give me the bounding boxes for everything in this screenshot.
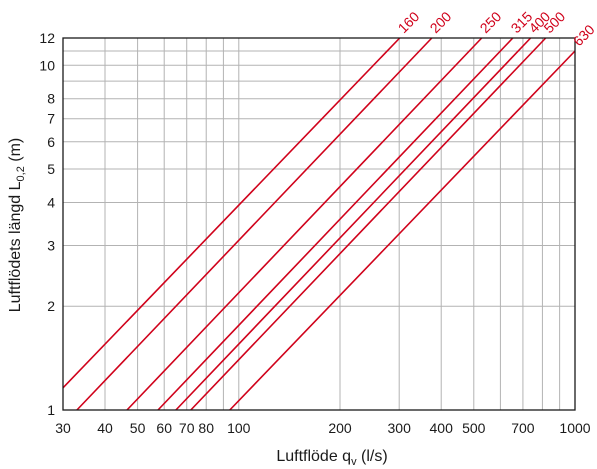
series-lines: [62, 37, 576, 411]
x-tick-label: 40: [97, 420, 113, 436]
series-line-400: [175, 37, 532, 411]
series-line-500: [190, 37, 547, 411]
series-line-315: [157, 37, 514, 411]
series-label-200: 200: [427, 8, 455, 36]
y-tick-label: 10: [39, 57, 55, 73]
series-line-160: [62, 37, 401, 389]
y-tick-label: 2: [47, 298, 55, 314]
y-tick-label: 7: [47, 111, 55, 127]
x-tick-labels: 30 40 50 60 70 80 100 200 300 400 500 700 1000: [55, 420, 591, 436]
x-tick-label: 1000: [559, 420, 590, 436]
series-label-630: 630: [570, 21, 597, 49]
y-tick-label: 6: [47, 134, 55, 150]
x-tick-label: 30: [55, 420, 71, 436]
series-label-160: 160: [394, 8, 422, 36]
x-tick-label: 80: [198, 420, 214, 436]
grid: [63, 38, 575, 410]
y-tick-label: 8: [47, 91, 55, 107]
y-tick-label: 5: [47, 161, 55, 177]
x-tick-label: 500: [462, 420, 486, 436]
y-tick-label: 3: [47, 238, 55, 254]
y-tick-label: 12: [39, 30, 55, 46]
x-tick-label: 60: [156, 420, 172, 436]
series-line-250: [126, 37, 483, 411]
x-tick-label: 100: [227, 420, 251, 436]
x-tick-label: 700: [511, 420, 535, 436]
x-tick-label: 400: [430, 420, 454, 436]
x-tick-label: 200: [328, 420, 352, 436]
x-tick-label: 50: [130, 420, 146, 436]
y-tick-label: 4: [47, 194, 55, 210]
series-line-200: [76, 37, 433, 411]
y-tick-label: 1: [47, 402, 55, 418]
x-axis-label: Luftflöde qv (l/s): [276, 448, 387, 468]
x-tick-label: 300: [388, 420, 412, 436]
y-axis-label: Luftflödets längd L0,2 (m): [7, 138, 27, 313]
series-label-250: 250: [477, 8, 505, 36]
x-tick-label: 70: [179, 420, 195, 436]
plot-frame: [62, 37, 576, 411]
series-line-630: [229, 50, 576, 411]
